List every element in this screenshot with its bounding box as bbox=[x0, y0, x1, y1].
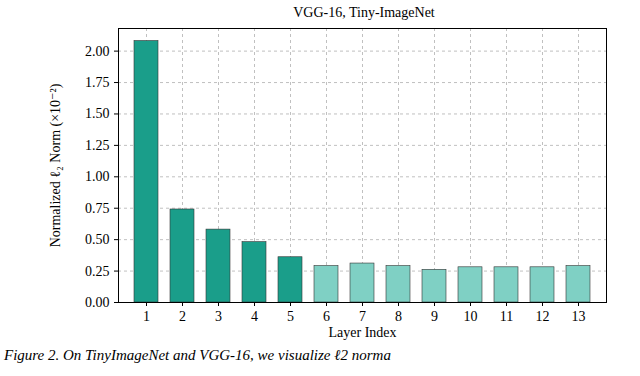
svg-text:6: 6 bbox=[323, 309, 330, 324]
svg-text:0.50: 0.50 bbox=[85, 232, 110, 247]
svg-text:0.00: 0.00 bbox=[85, 295, 110, 310]
svg-text:5: 5 bbox=[287, 309, 294, 324]
svg-text:10: 10 bbox=[464, 309, 478, 324]
svg-text:1.50: 1.50 bbox=[85, 106, 110, 121]
svg-text:3: 3 bbox=[215, 309, 222, 324]
svg-text:1.75: 1.75 bbox=[85, 75, 110, 90]
svg-text:1: 1 bbox=[143, 309, 150, 324]
svg-text:12: 12 bbox=[536, 309, 550, 324]
svg-text:Layer Index: Layer Index bbox=[328, 325, 396, 340]
html-text:Figure 2. On TinyImageNet and: Figure 2. On TinyImageNet and VGG-16, we… bbox=[4, 347, 391, 363]
svg-text:0.75: 0.75 bbox=[85, 201, 110, 216]
svg-text:11: 11 bbox=[500, 309, 513, 324]
svg-text:2: 2 bbox=[179, 309, 186, 324]
svg-text:2.00: 2.00 bbox=[85, 44, 110, 59]
svg-text:1.00: 1.00 bbox=[85, 169, 110, 184]
html-text:VGG-16, Tiny-ImageNet: VGG-16, Tiny-ImageNet bbox=[293, 5, 435, 20]
svg-text:7: 7 bbox=[359, 309, 366, 324]
svg-text:Normalized ℓ₂ Norm (×10⁻²): Normalized ℓ₂ Norm (×10⁻²) bbox=[48, 83, 64, 247]
svg-text:4: 4 bbox=[251, 309, 258, 324]
svg-text:8: 8 bbox=[395, 309, 402, 324]
svg-text:13: 13 bbox=[572, 309, 586, 324]
svg-text:0.25: 0.25 bbox=[85, 264, 110, 279]
svg-text:9: 9 bbox=[431, 309, 438, 324]
svg-text:1.25: 1.25 bbox=[85, 138, 110, 153]
